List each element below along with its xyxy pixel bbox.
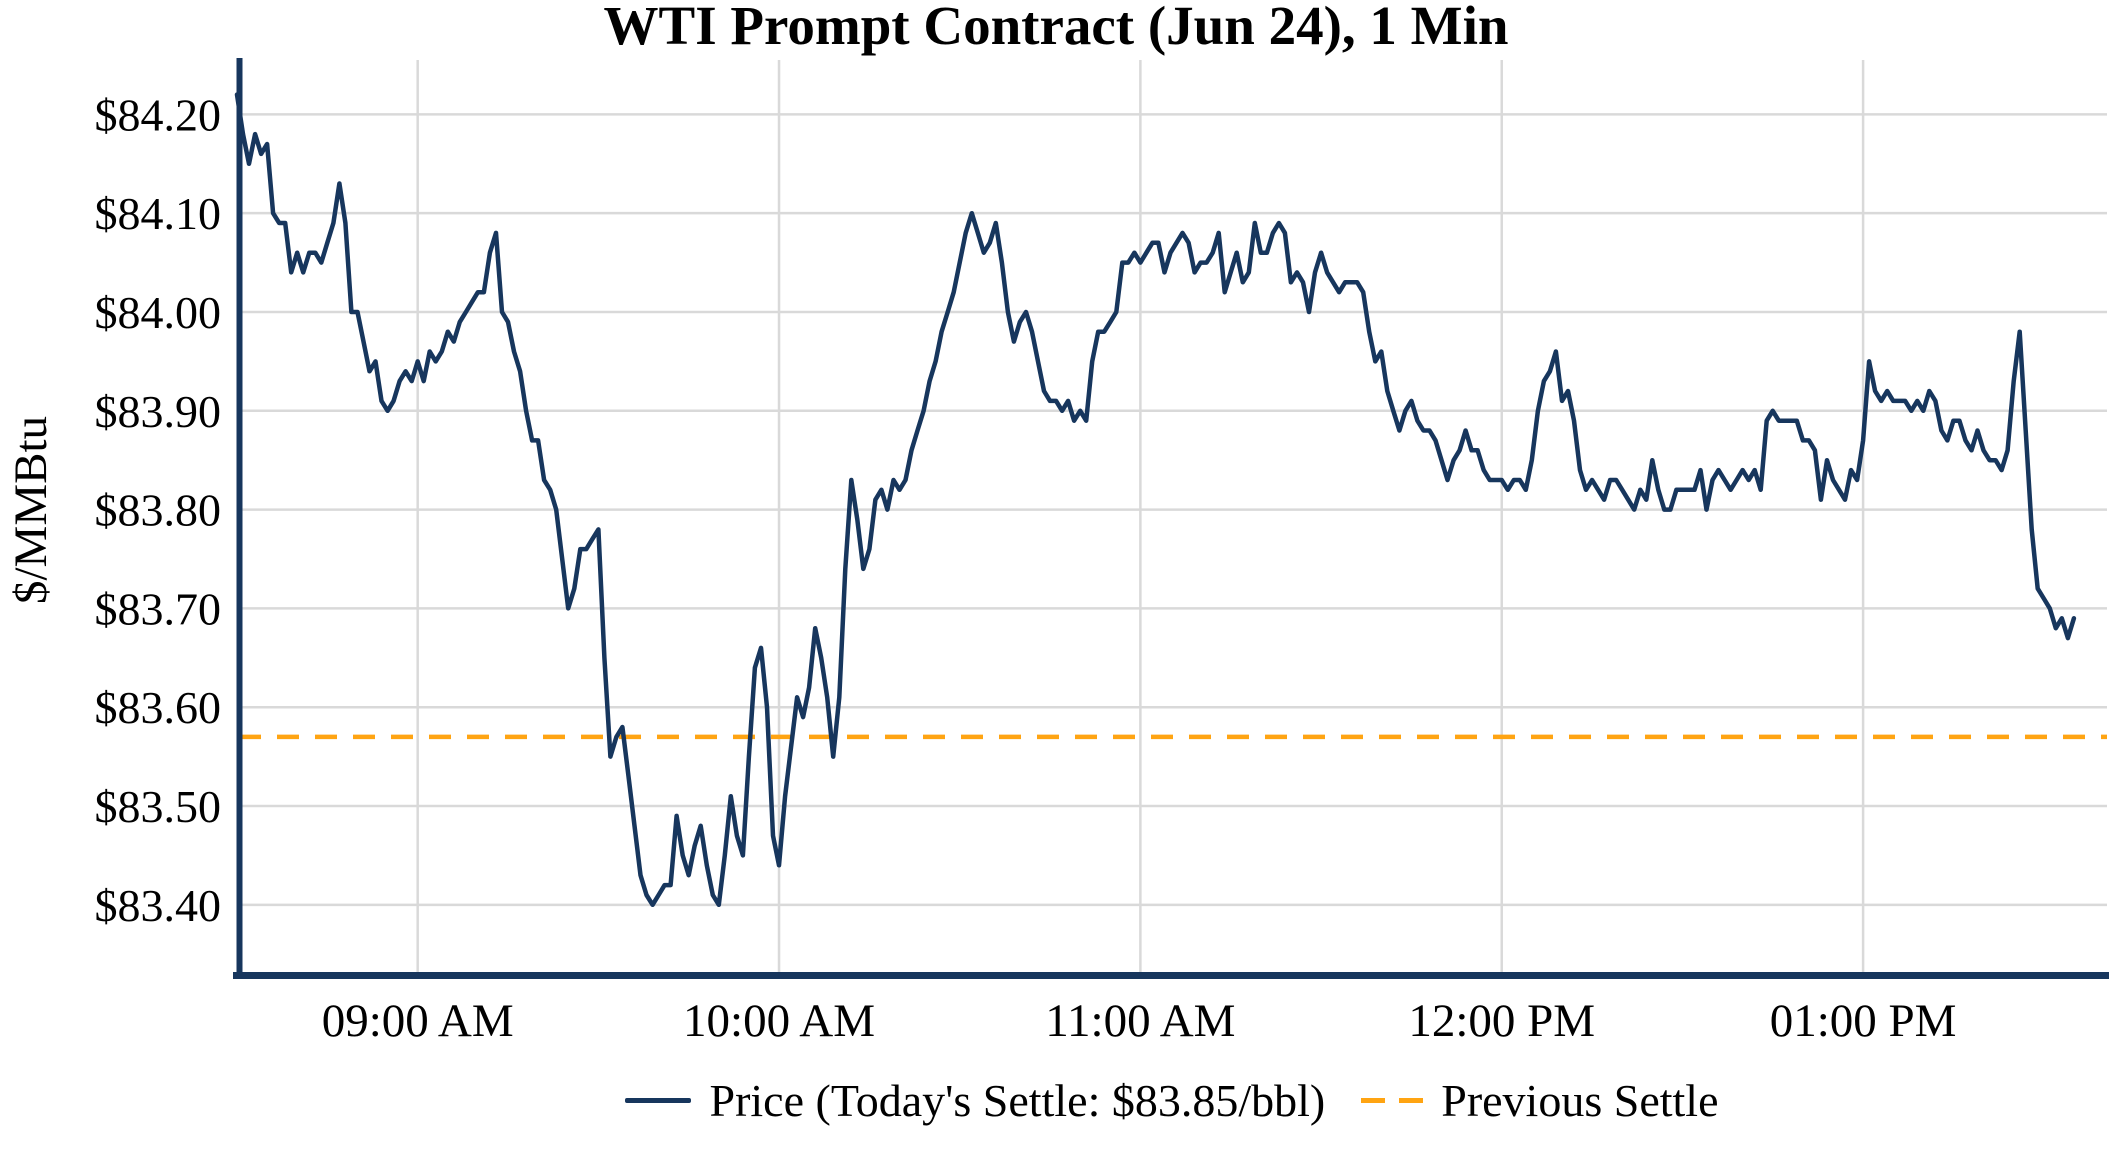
y-tick-label: $83.70	[95, 583, 222, 634]
price-line	[234, 92, 2077, 908]
y-tick-label: $83.60	[95, 682, 222, 733]
y-tick-label: $83.90	[95, 386, 222, 437]
price-line-swatch-icon	[625, 1097, 692, 1103]
x-tick-label: 12:00 PM	[1408, 995, 1595, 1047]
x-tick-label: 01:00 PM	[1770, 995, 1957, 1047]
x-tick-label: 11:00 AM	[1045, 995, 1235, 1047]
y-tick-label: $83.80	[95, 485, 222, 536]
y-tick-label: $83.40	[95, 880, 222, 931]
x-tick-label: 09:00 AM	[322, 995, 514, 1047]
y-tick-label: $84.10	[95, 188, 222, 239]
previous-settle-dash-swatch-icon	[1361, 1097, 1424, 1103]
legend-previous-settle-label: Previous Settle	[1441, 1074, 1719, 1126]
legend: Price (Today's Settle: $83.85/bbl) Previ…	[237, 1068, 2107, 1132]
legend-price-label: Price (Today's Settle: $83.85/bbl)	[709, 1074, 1326, 1126]
y-tick-label: $84.00	[95, 287, 222, 338]
chart-title: WTI Prompt Contract (Jun 24), 1 Min	[603, 0, 1509, 56]
x-tick-label: 10:00 AM	[683, 995, 875, 1047]
legend-item-price: Price (Today's Settle: $83.85/bbl)	[625, 1074, 1325, 1127]
y-tick-label: $83.50	[95, 781, 222, 832]
y-tick-label: $84.20	[95, 89, 222, 140]
legend-item-previous-settle: Previous Settle	[1361, 1074, 1719, 1127]
